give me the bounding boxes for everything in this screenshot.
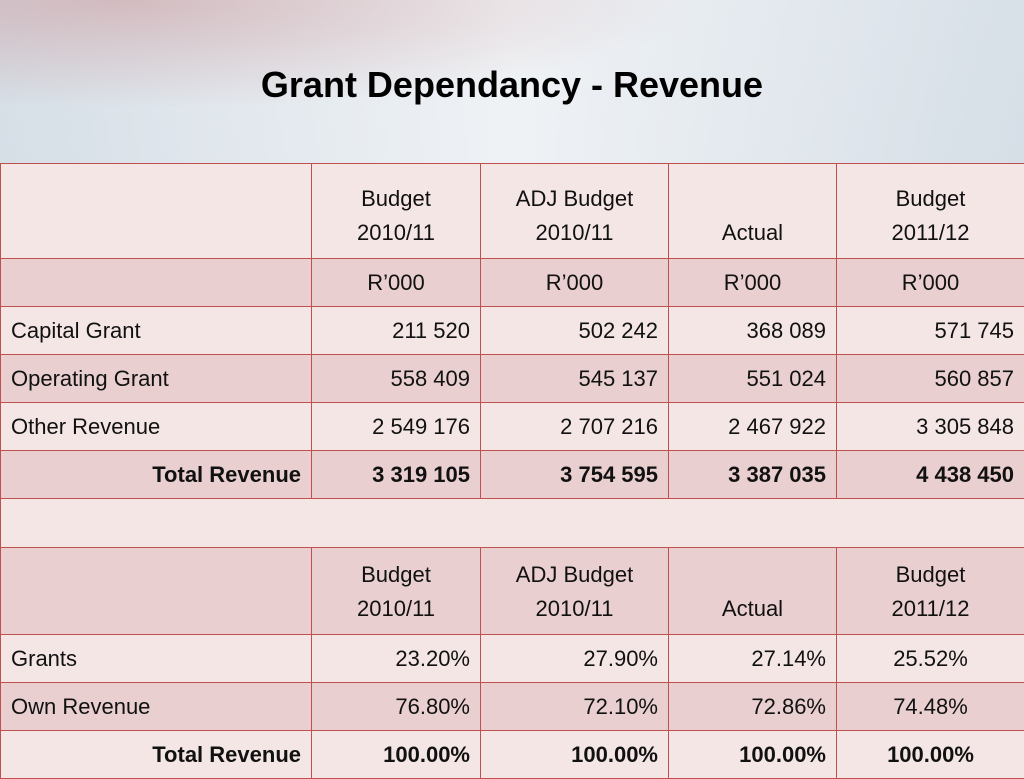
total-cell: 100.00% [312, 731, 481, 779]
total-row: Total Revenue 3 319 105 3 754 595 3 387 … [1, 451, 1024, 499]
table-cell: 571 745 [837, 307, 1024, 355]
row-label: Other Revenue [1, 403, 312, 451]
table-cell: 23.20% [312, 635, 481, 683]
header-empty-cell [1, 548, 312, 635]
row-label: Operating Grant [1, 355, 312, 403]
unit-cell: R’000 [312, 259, 481, 307]
table-cell: 368 089 [669, 307, 837, 355]
table-cell: 3 305 848 [837, 403, 1024, 451]
row-label: Capital Grant [1, 307, 312, 355]
spacer-cell [1, 499, 1024, 548]
total-cell: 3 387 035 [669, 451, 837, 499]
table-cell: 211 520 [312, 307, 481, 355]
table-row: Capital Grant 211 520 502 242 368 089 57… [1, 307, 1024, 355]
spacer-row [1, 499, 1024, 548]
table-cell: 560 857 [837, 355, 1024, 403]
total-cell: 3 754 595 [481, 451, 669, 499]
table-cell: 558 409 [312, 355, 481, 403]
unit-cell: R’000 [481, 259, 669, 307]
unit-cell: R’000 [669, 259, 837, 307]
units-empty-cell [1, 259, 312, 307]
table-cell: 72.10% [481, 683, 669, 731]
table-cell: 25.52% [837, 635, 1024, 683]
total-label: Total Revenue [1, 451, 312, 499]
table-row: Grants 23.20% 27.90% 27.14% 25.52% [1, 635, 1024, 683]
row-label: Own Revenue [1, 683, 312, 731]
table-cell: 27.14% [669, 635, 837, 683]
table-cell: 2 549 176 [312, 403, 481, 451]
table-cell: 2 707 216 [481, 403, 669, 451]
table-row: Own Revenue 76.80% 72.10% 72.86% 74.48% [1, 683, 1024, 731]
table-cell: 76.80% [312, 683, 481, 731]
total-label: Total Revenue [1, 731, 312, 779]
table-cell: 502 242 [481, 307, 669, 355]
table-cell: 72.86% [669, 683, 837, 731]
total-cell: 4 438 450 [837, 451, 1024, 499]
table-cell: 551 024 [669, 355, 837, 403]
header-actual: Actual [669, 548, 837, 635]
table-row: Operating Grant 558 409 545 137 551 024 … [1, 355, 1024, 403]
table-row: Other Revenue 2 549 176 2 707 216 2 467 … [1, 403, 1024, 451]
table-cell: 545 137 [481, 355, 669, 403]
total-cell: 3 319 105 [312, 451, 481, 499]
table-cell: 74.48% [837, 683, 1024, 731]
total-cell: 100.00% [837, 731, 1024, 779]
header-actual: Actual [669, 164, 837, 259]
total-cell: 100.00% [669, 731, 837, 779]
header-empty-cell [1, 164, 312, 259]
total-row: Total Revenue 100.00% 100.00% 100.00% 10… [1, 731, 1024, 779]
table-cell: 27.90% [481, 635, 669, 683]
table-cell: 2 467 922 [669, 403, 837, 451]
units-row: R’000 R’000 R’000 R’000 [1, 259, 1024, 307]
row-label: Grants [1, 635, 312, 683]
unit-cell: R’000 [837, 259, 1024, 307]
slide-title: Grant Dependancy - Revenue [0, 64, 1024, 106]
total-cell: 100.00% [481, 731, 669, 779]
